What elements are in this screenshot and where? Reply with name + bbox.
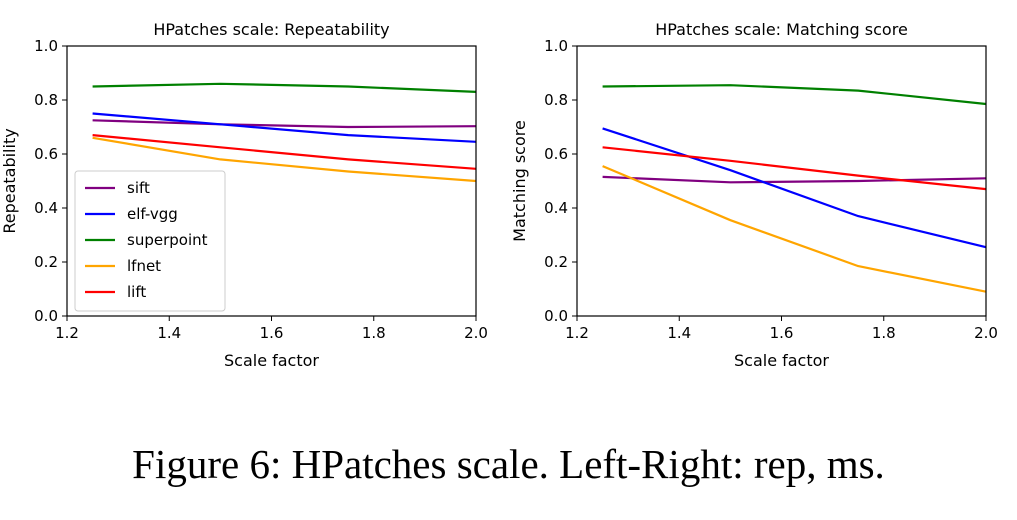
y-axis-label: Repeatability — [0, 128, 19, 233]
x-tick-label: 1.8 — [362, 324, 386, 342]
legend-label-superpoint: superpoint — [127, 231, 208, 249]
series-line-series-3 — [602, 84, 987, 106]
legend-label-elf-vgg: elf-vgg — [127, 205, 178, 223]
figure: HPatches scale: Repeatability 1.2 1.4 1.6 1.… — [0, 20, 998, 370]
chart-panel-2: HPatches scale: Matching score 1.2 1.4 1.6 1… — [510, 20, 998, 370]
chart-legend: sift elf-vgg superpoint lfnet lift — [74, 170, 226, 312]
x-tick-label: 1.6 — [260, 324, 284, 342]
y-tick-label: 0.0 — [544, 307, 568, 325]
series-line-superpoint — [92, 82, 477, 93]
series-line-series-4 — [602, 165, 987, 293]
x-tick-label: 2.0 — [974, 324, 998, 342]
legend-label-lift: lift — [127, 283, 146, 301]
y-tick-label: 0.2 — [34, 253, 58, 271]
legend-box — [74, 170, 226, 312]
legend-label-lfnet: lfnet — [127, 257, 161, 275]
y-tick-label: 0.6 — [34, 145, 58, 163]
x-tick-label: 1.8 — [872, 324, 896, 342]
x-axis-label: Scale factor — [224, 351, 319, 370]
series-line-series-5 — [602, 146, 987, 191]
figure-caption: Figure 6: HPatches scale. Left-Right: re… — [132, 441, 885, 487]
y-tick-label: 0.2 — [544, 253, 568, 271]
chart-panel-1: HPatches scale: Repeatability 1.2 1.4 1.6 1.… — [0, 20, 488, 370]
x-tick-label: 1.4 — [157, 324, 181, 342]
x-tick-label: 1.4 — [667, 324, 691, 342]
y-tick-label: 1.0 — [544, 37, 568, 55]
y-axis-label: Matching score — [510, 120, 529, 242]
series-line-series-1 — [602, 175, 987, 184]
chart-title: HPatches scale: Matching score — [655, 20, 908, 39]
x-axis-label: Scale factor — [734, 351, 829, 370]
series-line-elf-vgg — [92, 112, 477, 143]
series-line-lfnet — [92, 136, 477, 183]
x-tick-label: 1.2 — [55, 324, 79, 342]
x-tick-label: 2.0 — [464, 324, 488, 342]
series-line-lift — [92, 134, 477, 170]
chart-title: HPatches scale: Repeatability — [153, 20, 389, 39]
y-tick-label: 0.4 — [544, 199, 568, 217]
series-line-series-2 — [602, 127, 987, 249]
y-tick-label: 0.8 — [544, 91, 568, 109]
y-tick-label: 0.0 — [34, 307, 58, 325]
y-tick-label: 0.6 — [544, 145, 568, 163]
legend-label-sift: sift — [127, 179, 150, 197]
x-tick-label: 1.2 — [565, 324, 589, 342]
y-tick-label: 0.8 — [34, 91, 58, 109]
y-tick-label: 0.4 — [34, 199, 58, 217]
series-line-sift — [92, 119, 477, 129]
x-tick-label: 1.6 — [770, 324, 794, 342]
y-tick-label: 1.0 — [34, 37, 58, 55]
